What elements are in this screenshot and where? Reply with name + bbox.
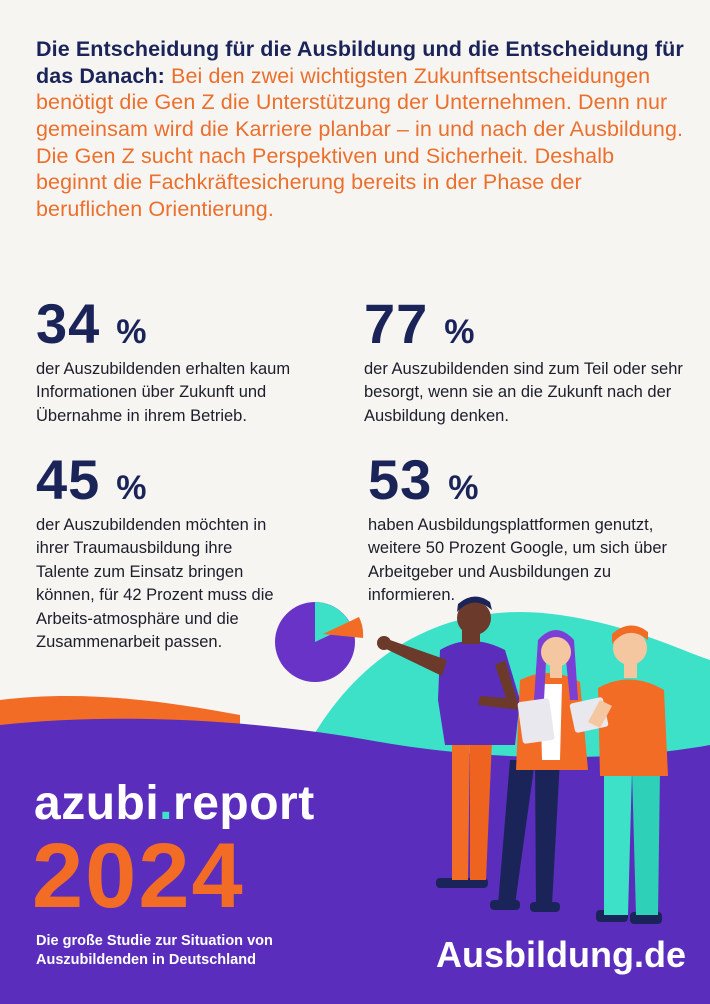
- stat-description: der Auszubildenden erhalten kaum Informa…: [36, 360, 291, 425]
- pie-chart-icon: [275, 602, 364, 682]
- report-subtitle: Die große Studie zur Situation von Auszu…: [36, 933, 273, 969]
- purple-ground: [0, 718, 710, 1004]
- stat-unit: %: [116, 313, 147, 351]
- person-woman-illustration: [490, 630, 588, 912]
- brand-dot: .: [159, 777, 174, 830]
- stat-value: 53: [368, 448, 433, 511]
- report-year: 2024: [32, 825, 245, 927]
- person-man-illustration: [569, 625, 668, 924]
- stat-unit: %: [116, 469, 147, 507]
- brand-name-part: azubi: [34, 777, 160, 830]
- stat-53-percent: 53% haben Ausbildungsplattformen genutzt…: [368, 452, 698, 608]
- intro-paragraph: Die Entscheidung für die Ausbildung und …: [36, 36, 686, 223]
- stat-description: haben Ausbildungsplattformen genutzt, we…: [368, 516, 667, 605]
- logo-text: Ausbildung.de: [436, 934, 686, 975]
- stat-77-percent: 77% der Auszubildenden sind zum Teil ode…: [364, 296, 694, 428]
- ausbildung-de-logo: Ausbildung.de: [436, 934, 686, 976]
- stat-value: 77: [364, 292, 429, 355]
- stat-value: 45: [36, 448, 101, 511]
- person-pointing-illustration: [377, 596, 520, 888]
- stat-unit: %: [448, 469, 479, 507]
- stat-45-percent: 45% der Auszubildenden möchten in ihrer …: [36, 452, 356, 655]
- stat-34-percent: 34% der Auszubildenden erhalten kaum Inf…: [36, 296, 356, 428]
- intro-text: Bei den zwei wichtigsten Zukunftsentsche…: [36, 63, 684, 221]
- stat-description: der Auszubildenden sind zum Teil oder se…: [364, 360, 683, 425]
- stat-description: der Auszubildenden möchten in ihrer Trau…: [36, 516, 274, 652]
- stat-unit: %: [444, 313, 475, 351]
- brand-name-part: report: [173, 777, 315, 830]
- intro-lead: Die Entscheidung für die Ausbildung und …: [36, 37, 684, 88]
- azubi-report-logo: azubi.report: [34, 776, 315, 831]
- stat-value: 34: [36, 292, 101, 355]
